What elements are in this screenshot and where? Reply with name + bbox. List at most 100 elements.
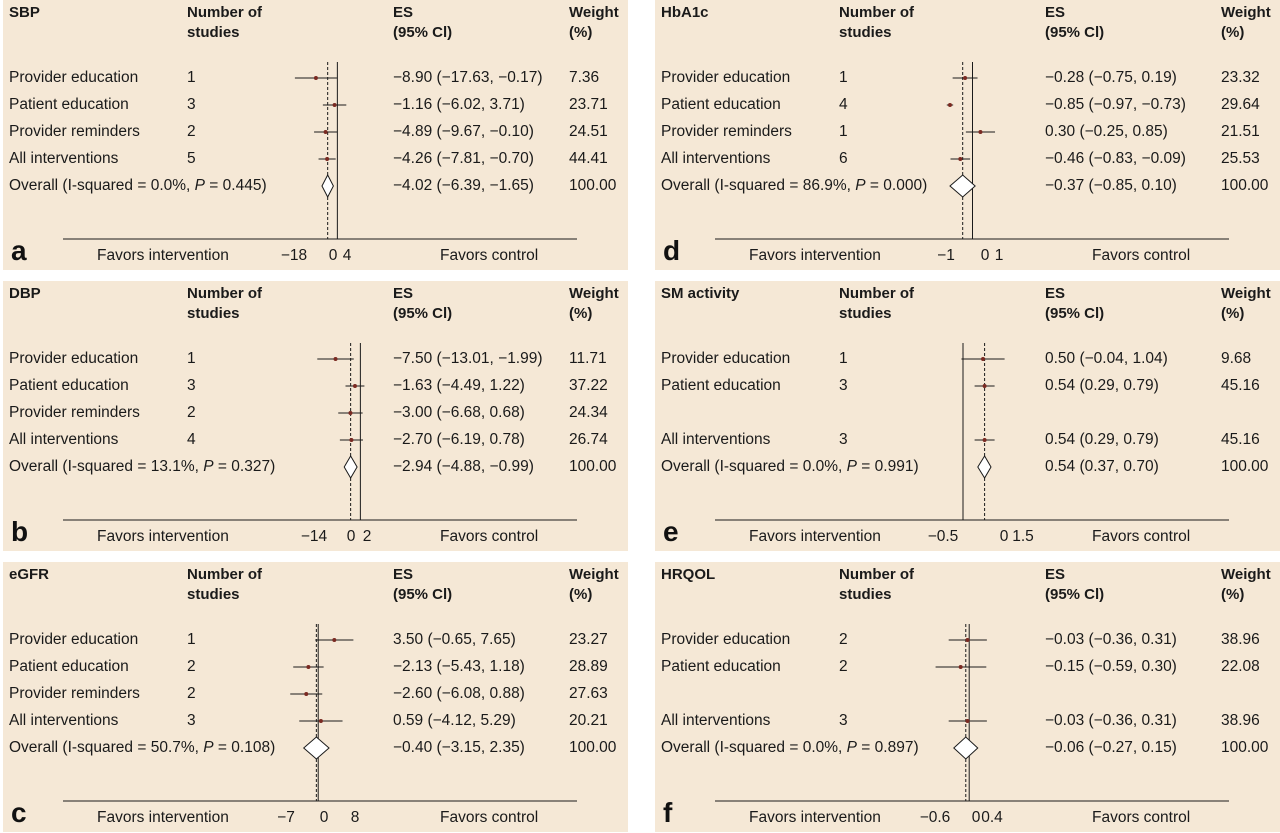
study-es-ci: 0.54 (0.29, 0.79) xyxy=(1045,377,1159,394)
point-estimate xyxy=(978,130,983,134)
header-es-line2: (95% Cl) xyxy=(393,24,453,41)
study-weight: 11.71 xyxy=(569,350,607,367)
study-label: Provider education xyxy=(9,69,139,86)
x-tick-label: −14 xyxy=(300,528,328,545)
panel-title: HbA1c xyxy=(661,4,709,21)
favors-intervention-label: Favors intervention xyxy=(97,809,229,826)
point-estimate xyxy=(304,692,309,696)
study-label: Patient education xyxy=(661,96,781,113)
overall-weight: 100.00 xyxy=(569,739,617,756)
point-estimate xyxy=(349,438,354,442)
study-es-ci: −8.90 (−17.63, −0.17) xyxy=(393,69,543,86)
overall-label-suffix: = 0.108) xyxy=(213,739,276,756)
header-studies-line2: studies xyxy=(839,586,892,603)
forest-plot-area xyxy=(63,62,577,240)
point-estimate xyxy=(313,76,318,80)
study-label: All interventions xyxy=(661,431,771,448)
point-estimate xyxy=(348,411,353,415)
x-tick-label: 0 xyxy=(971,809,981,826)
x-tick-label: −7 xyxy=(277,809,295,826)
header-studies-line1: Number of xyxy=(839,4,914,21)
overall-es-ci: 0.54 (0.37, 0.70) xyxy=(1045,458,1159,475)
header-studies: Number of studies xyxy=(839,3,914,43)
header-es-line2: (95% Cl) xyxy=(393,305,453,322)
header-studies: Number of studies xyxy=(187,284,262,324)
study-count: 2 xyxy=(187,658,196,675)
forest-plot-area xyxy=(63,343,577,521)
study-label: Provider reminders xyxy=(9,685,140,702)
panel-letter: d xyxy=(663,235,681,266)
overall-diamond xyxy=(343,455,358,479)
header-weight-line2: (%) xyxy=(1221,305,1245,322)
point-estimate xyxy=(947,103,952,107)
study-count: 5 xyxy=(187,150,196,167)
panel-title: HRQOL xyxy=(661,566,716,583)
panel-title: SM activity xyxy=(661,285,740,302)
panel-letter: b xyxy=(11,516,29,547)
overall-label-prefix: Overall (I-squared = 13.1%, xyxy=(9,458,204,475)
overall-es-ci: −2.94 (−4.88, −0.99) xyxy=(393,458,534,475)
overall-diamond xyxy=(302,736,330,760)
study-weight: 37.22 xyxy=(569,377,608,394)
forest-panel-f: HRQOL Number of studies ES (95% Cl) Weight (%)… xyxy=(655,562,1280,832)
study-label: Provider education xyxy=(661,631,791,648)
overall-label-suffix: = 0.327) xyxy=(213,458,276,475)
study-count: 3 xyxy=(187,96,196,113)
header-studies: Number of studies xyxy=(187,3,262,43)
panel-title: DBP xyxy=(9,285,41,302)
overall-p-symbol: P xyxy=(203,458,214,475)
header-es-line1: ES xyxy=(393,566,414,583)
favors-control-label: Favors control xyxy=(1092,809,1191,826)
study-weight: 38.96 xyxy=(1221,712,1260,729)
header-studies: Number of studies xyxy=(839,284,914,324)
overall-label-suffix: = 0.445) xyxy=(205,177,267,194)
header-es-line2: (95% Cl) xyxy=(393,586,453,603)
study-label: Patient education xyxy=(9,377,129,394)
point-estimate xyxy=(981,357,985,361)
x-tick-label: 0 xyxy=(328,247,338,264)
favors-intervention-label: Favors intervention xyxy=(749,247,881,264)
point-estimate xyxy=(965,719,970,723)
study-count: 1 xyxy=(839,350,848,367)
favors-control-label: Favors control xyxy=(440,809,539,826)
header-weight-line2: (%) xyxy=(569,305,593,322)
study-weight: 25.53 xyxy=(1221,150,1260,167)
study-label: Provider reminders xyxy=(661,123,792,140)
point-estimate xyxy=(333,357,338,361)
point-estimate xyxy=(965,638,970,642)
header-es-line1: ES xyxy=(393,285,414,302)
study-weight: 45.16 xyxy=(1221,431,1260,448)
header-studies: Number of studies xyxy=(839,565,914,605)
study-count: 2 xyxy=(839,658,848,675)
study-weight: 22.08 xyxy=(1221,658,1260,675)
study-weight: 23.71 xyxy=(569,96,608,113)
point-estimate xyxy=(963,76,968,80)
header-es-line2: (95% Cl) xyxy=(1045,305,1105,322)
header-es-line2: (95% Cl) xyxy=(1045,586,1105,603)
header-weight: Weight (%) xyxy=(569,3,619,43)
x-tick-label: 4 xyxy=(342,247,352,264)
study-count: 1 xyxy=(187,350,196,367)
study-es-ci: −4.89 (−9.67, −0.10) xyxy=(393,123,534,140)
study-count: 2 xyxy=(187,685,196,702)
header-weight: Weight (%) xyxy=(569,284,619,324)
overall-es-ci: −0.06 (−0.27, 0.15) xyxy=(1045,739,1177,756)
overall-label: Overall (I-squared = 0.0%, P = 0.991) xyxy=(661,457,919,477)
overall-weight: 100.00 xyxy=(1221,177,1269,194)
study-label: Provider education xyxy=(9,350,139,367)
study-weight: 23.27 xyxy=(569,631,608,648)
forest-plot-area xyxy=(715,343,1229,521)
point-estimate xyxy=(323,130,328,134)
study-count: 1 xyxy=(187,631,196,648)
header-studies-line2: studies xyxy=(187,24,240,41)
study-es-ci: −1.63 (−4.49, 1.22) xyxy=(393,377,525,394)
study-count: 2 xyxy=(187,123,196,140)
overall-label: Overall (I-squared = 50.7%, P = 0.108) xyxy=(9,738,275,758)
point-estimate xyxy=(982,384,987,388)
point-estimate xyxy=(332,638,337,642)
header-studies-line2: studies xyxy=(187,586,240,603)
header-weight: Weight (%) xyxy=(569,565,619,605)
x-tick-label: 1.5 xyxy=(1012,528,1034,545)
forest-plot-area xyxy=(63,624,577,802)
header-weight-line1: Weight xyxy=(569,4,619,21)
